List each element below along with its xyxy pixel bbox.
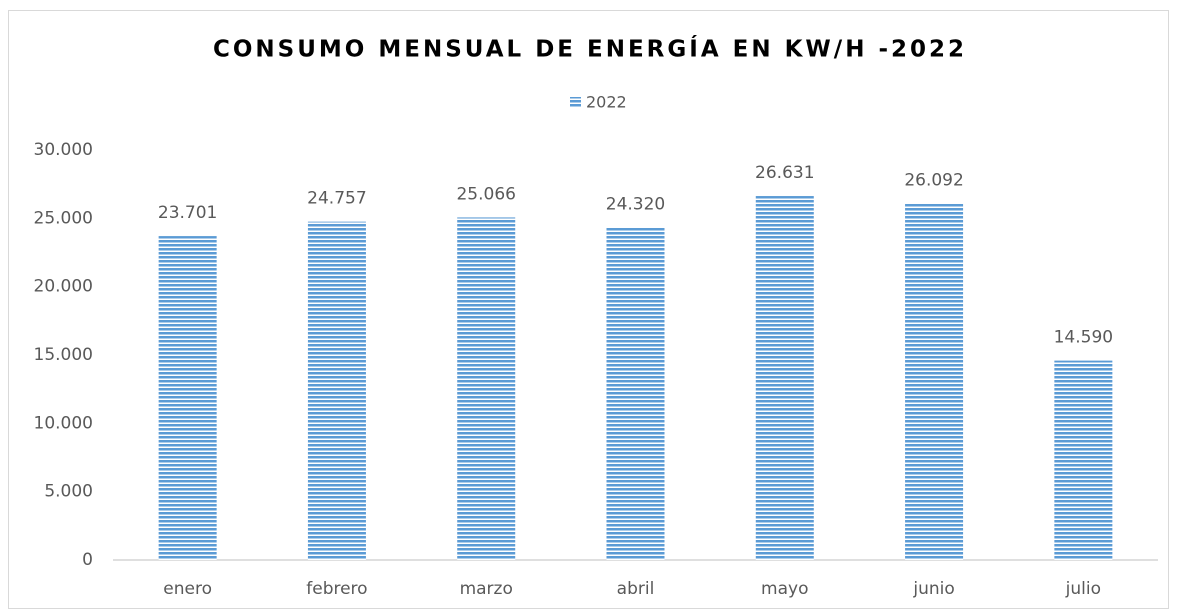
bar	[905, 203, 964, 560]
legend-label: 2022	[586, 93, 627, 112]
y-tick-label: 20.000	[34, 277, 93, 297]
chart-frame	[8, 10, 1169, 609]
legend-swatch	[570, 97, 581, 108]
x-tick-label: mayo	[761, 579, 808, 599]
value-label: 24.757	[307, 189, 366, 209]
y-tick-label: 0	[82, 550, 93, 570]
bar	[307, 221, 366, 560]
x-tick-label: julio	[1065, 579, 1101, 599]
value-label: 23.701	[158, 203, 217, 223]
value-label: 24.320	[606, 195, 665, 215]
y-tick-label: 15.000	[34, 345, 93, 365]
bar	[755, 196, 814, 560]
x-tick-label: junio	[912, 579, 954, 599]
y-tick-label: 10.000	[34, 413, 93, 433]
x-tick-label: marzo	[460, 579, 513, 599]
chart-title: CONSUMO MENSUAL DE ENERGÍA EN KW/H -2022	[213, 35, 967, 63]
x-tick-label: enero	[163, 579, 212, 599]
value-label: 26.092	[904, 170, 963, 190]
bar	[457, 217, 516, 560]
bar	[1054, 360, 1113, 560]
y-tick-label: 25.000	[34, 208, 93, 228]
bar	[606, 227, 665, 561]
value-label: 26.631	[755, 163, 814, 183]
x-tick-label: febrero	[306, 579, 367, 599]
y-tick-label: 5.000	[44, 482, 93, 502]
bar	[158, 236, 217, 560]
value-label: 25.066	[456, 184, 515, 204]
y-tick-label: 30.000	[34, 140, 93, 160]
x-tick-label: abril	[617, 579, 655, 599]
value-label: 14.590	[1054, 328, 1113, 348]
